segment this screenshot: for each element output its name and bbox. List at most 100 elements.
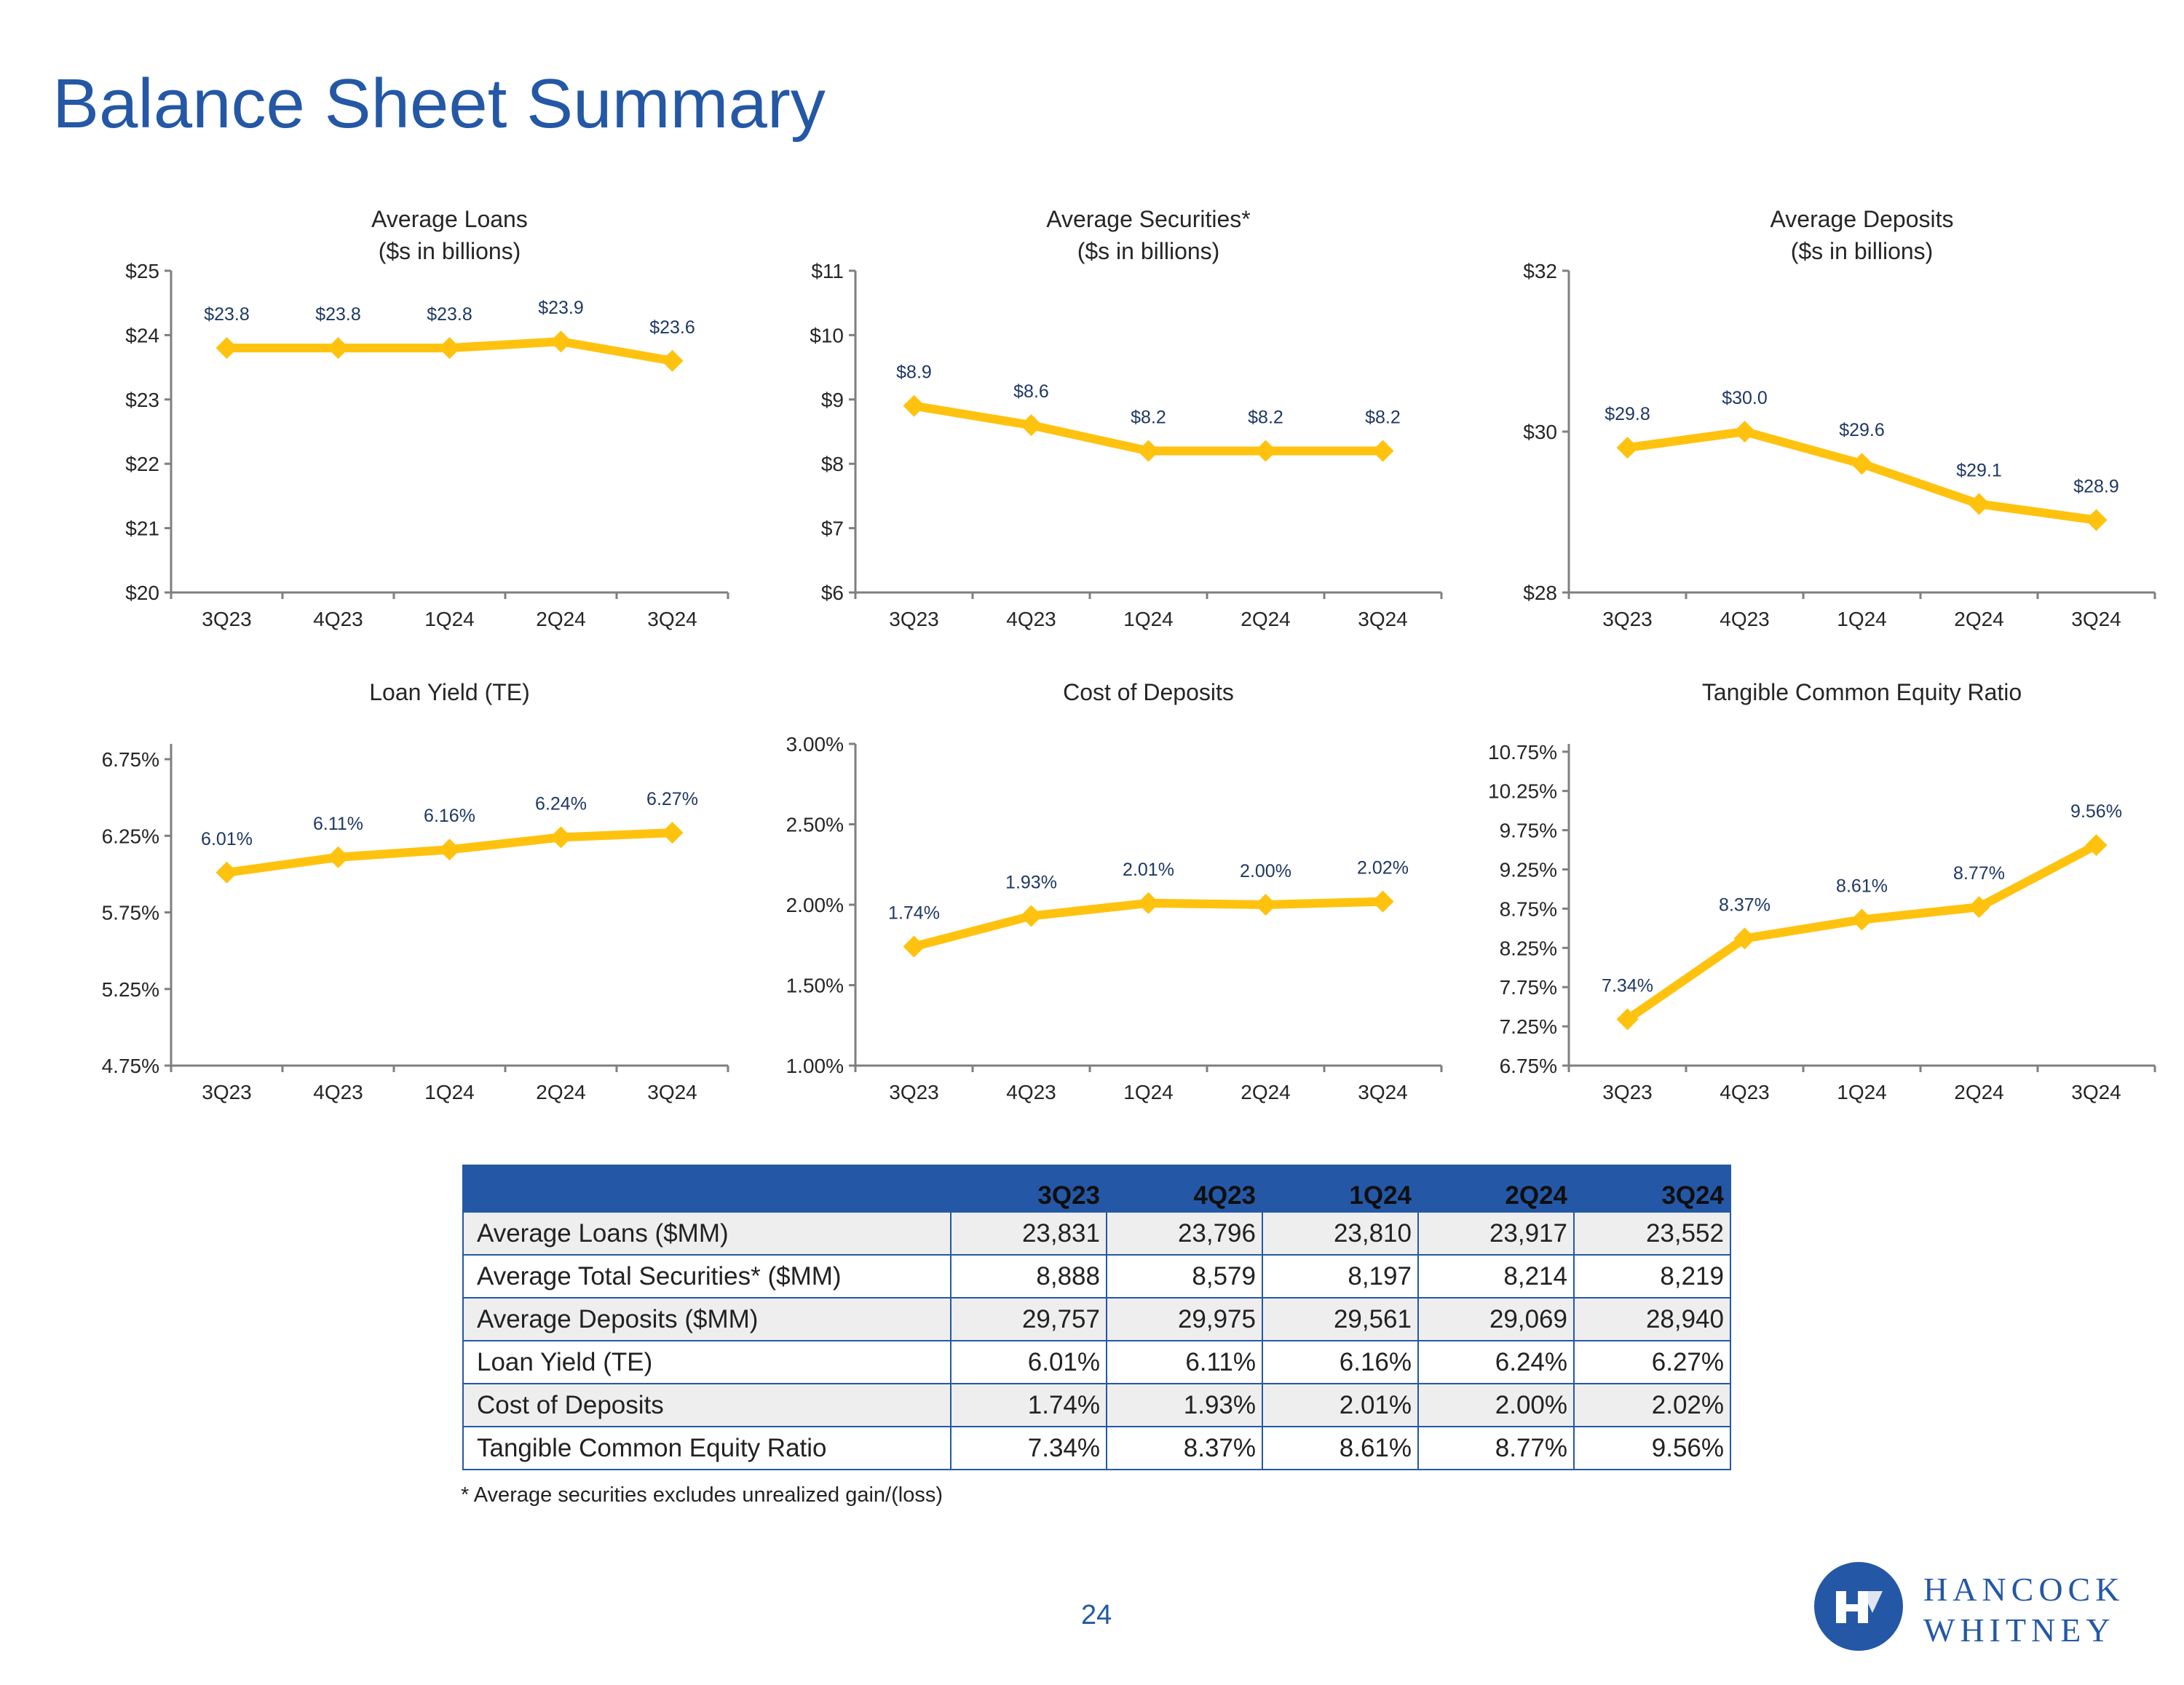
table-cell: 6.24% (1417, 1340, 1575, 1384)
table-cell: 8,579 (1106, 1254, 1263, 1299)
row-label: Average Deposits ($MM) (462, 1297, 951, 1341)
chart-average-securities: Average Securities* ($s in billions) $6 $7 $… (810, 206, 1443, 630)
chart-title-line: Cost of Deposits (1063, 679, 1234, 705)
data-point-marker (438, 838, 461, 861)
x-tick-label: 1Q24 (424, 1081, 475, 1103)
x-tick-label: 4Q23 (1720, 1081, 1770, 1103)
table-cell: 23,810 (1262, 1211, 1419, 1256)
data-label: $8.2 (1131, 408, 1166, 428)
data-label: $23.8 (204, 304, 250, 325)
table-row: Tangible Common Equity Ratio 7.34% 8.37%… (462, 1426, 1731, 1470)
y-tick-label: $8 (821, 453, 844, 475)
page-title: Balance Sheet Summary (52, 65, 826, 143)
chart-average-loans: Average Loans ($s in billions) $20 $21 $22 $2… (125, 206, 729, 630)
page-number: 24 (1081, 1600, 1112, 1630)
data-label: $23.9 (538, 298, 584, 318)
table-row: Loan Yield (TE) 6.01% 6.11% 6.16% 6.24% … (462, 1340, 1731, 1384)
row-label: Cost of Deposits (462, 1383, 951, 1427)
data-label: $23.8 (427, 304, 472, 325)
table-cell: 8.37% (1106, 1426, 1263, 1470)
data-point-marker (903, 935, 925, 958)
y-tick-label: $28 (1523, 582, 1557, 604)
chart-cost-of-deposits: Cost of Deposits 1.00% 1.50% 2.00% 2.50% 3.00… (786, 679, 1443, 1103)
x-tick-label: 1Q24 (424, 608, 475, 630)
y-tick-label: 5.25% (102, 978, 159, 1001)
data-label: $23.6 (649, 317, 695, 338)
table-cell: 9.56% (1573, 1426, 1731, 1470)
table-cell: 6.16% (1262, 1340, 1419, 1384)
data-point-marker (215, 861, 238, 884)
data-point-marker (1968, 493, 1990, 515)
logo-mark-icon (1814, 1562, 1903, 1651)
x-tick-label: 2Q24 (1241, 1081, 1291, 1103)
y-tick-label: 9.75% (1500, 820, 1557, 842)
table-cell: 6.27% (1573, 1340, 1731, 1384)
data-point-marker (1020, 414, 1042, 437)
table-header-cell: 3Q23 (950, 1165, 1107, 1213)
table-cell: 28,940 (1573, 1297, 1731, 1341)
x-tick-label: 3Q23 (202, 608, 252, 630)
y-tick-label: $25 (125, 260, 159, 282)
table-row: Cost of Deposits 1.74% 1.93% 2.01% 2.00%… (462, 1383, 1731, 1427)
table-cell: 23,796 (1106, 1211, 1263, 1256)
row-label: Tangible Common Equity Ratio (462, 1426, 951, 1470)
x-tick-label: 3Q23 (1602, 608, 1653, 630)
table-header-blank (462, 1165, 951, 1213)
data-label: $8.2 (1365, 408, 1401, 428)
data-point-marker (1733, 927, 1756, 950)
data-label: 8.61% (1836, 876, 1888, 896)
table-cell: 2.02% (1573, 1383, 1731, 1427)
x-tick-label: 1Q24 (1123, 1081, 1174, 1103)
table-cell: 29,757 (950, 1297, 1107, 1341)
y-tick-label: $10 (810, 324, 844, 346)
x-tick-label: 4Q23 (1006, 608, 1056, 630)
chart-title-line: Average Securities* (1046, 206, 1250, 232)
data-point-marker (1020, 905, 1042, 927)
table-cell: 29,561 (1262, 1297, 1419, 1341)
y-tick-label: 8.75% (1500, 897, 1557, 920)
table-cell: 8.61% (1262, 1426, 1419, 1470)
y-tick-label: $30 (1523, 421, 1557, 443)
data-label: 1.93% (1005, 872, 1057, 892)
data-point-marker (1254, 440, 1277, 462)
x-tick-label: 3Q24 (1358, 1081, 1408, 1103)
series-line (1625, 841, 2099, 1023)
data-point-marker (550, 826, 572, 849)
data-point-marker (215, 337, 238, 360)
row-label: Average Total Securities* ($MM) (462, 1254, 951, 1299)
table-row: Average Loans ($MM) 23,831 23,796 23,810… (462, 1211, 1731, 1256)
x-tick-label: 2Q24 (536, 1081, 586, 1103)
y-tick-label: 1.00% (786, 1055, 844, 1077)
table-cell: 29,069 (1417, 1297, 1575, 1341)
table-cell: 8,888 (950, 1254, 1107, 1299)
x-tick-label: 4Q23 (1006, 1081, 1056, 1103)
y-tick-label: 1.50% (786, 975, 844, 997)
table-cell: 2.01% (1262, 1383, 1419, 1427)
data-point-marker (1137, 440, 1160, 462)
data-label: 9.56% (2070, 801, 2122, 822)
x-tick-label: 2Q24 (536, 608, 586, 630)
data-point-marker (1733, 421, 1756, 443)
data-point-marker (1372, 440, 1394, 462)
table-cell: 8,197 (1262, 1254, 1419, 1299)
series-line (1626, 427, 2097, 525)
table-cell: 8.77% (1417, 1426, 1575, 1470)
x-tick-label: 3Q24 (647, 608, 697, 630)
table-cell: 8,214 (1417, 1254, 1575, 1299)
y-tick-label: 2.00% (786, 894, 844, 916)
table-header-cell: 4Q23 (1106, 1165, 1263, 1213)
y-tick-label: 10.75% (1488, 741, 1557, 764)
data-label: 2.01% (1123, 860, 1174, 880)
data-label: $30.0 (1722, 388, 1768, 408)
data-label: 8.77% (1953, 863, 2005, 884)
y-tick-label: $7 (821, 518, 844, 540)
data-point-marker (1616, 437, 1639, 459)
y-tick-label: $20 (125, 582, 159, 604)
chart-tangible-common-equity: Tangible Common Equity Ratio 6.75% 7.25% 7.… (1488, 679, 2156, 1103)
y-tick-label: 10.25% (1488, 780, 1557, 803)
table-cell: 6.11% (1106, 1340, 1263, 1384)
x-tick-label: 1Q24 (1837, 608, 1887, 630)
x-tick-label: 4Q23 (313, 608, 363, 630)
x-tick-label: 1Q24 (1837, 1081, 1887, 1103)
data-label: 1.74% (888, 903, 940, 923)
